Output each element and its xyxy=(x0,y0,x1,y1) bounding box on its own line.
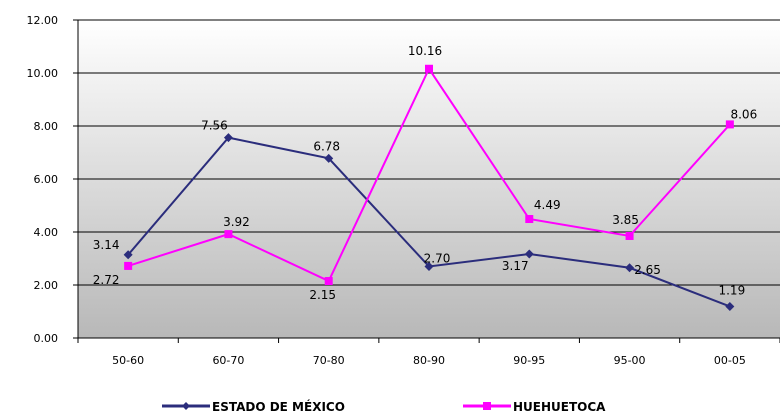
data-label: 1.19 xyxy=(718,283,745,297)
legend-marker xyxy=(483,402,491,410)
data-point xyxy=(524,249,534,259)
data-point xyxy=(123,250,133,260)
data-point xyxy=(725,301,735,311)
data-label: 7.56 xyxy=(201,119,228,133)
x-tick-label: 60-70 xyxy=(212,354,244,367)
legend-marker xyxy=(182,402,190,410)
y-tick-label: 8.00 xyxy=(34,120,59,133)
data-point xyxy=(223,133,233,143)
data-point xyxy=(625,231,634,240)
y-axis: 0.00 2.00 4.00 6.00 8.00 10.00 12.00 xyxy=(27,14,79,345)
data-point xyxy=(625,263,635,273)
data-label: 2.65 xyxy=(634,263,661,277)
legend-label: ESTADO DE MÉXICO xyxy=(212,399,345,414)
legend-label: HUEHUETOCA xyxy=(513,400,606,414)
data-label: 3.14 xyxy=(93,238,120,252)
data-point xyxy=(725,120,734,129)
data-point xyxy=(324,277,333,286)
data-point xyxy=(224,230,233,239)
gridlines xyxy=(78,19,780,339)
data-label: 3.92 xyxy=(223,215,250,229)
legend: ESTADO DE MÉXICO HUEHUETOCA xyxy=(162,399,606,414)
data-label: 6.78 xyxy=(313,139,340,153)
x-tick-label: 80-90 xyxy=(413,354,445,367)
y-tick-label: 6.00 xyxy=(34,173,59,186)
data-label: 2.70 xyxy=(424,251,451,265)
y-tick-label: 2.00 xyxy=(34,279,59,292)
series-layer: 3.14 7.56 6.78 2.70 3.17 2.65 1.19 2.72 3.92 2.15… xyxy=(93,44,757,311)
y-tick-label: 0.00 xyxy=(34,332,59,345)
data-point xyxy=(124,261,133,270)
data-label: 4.49 xyxy=(534,198,561,212)
data-point xyxy=(525,215,534,224)
data-label: 2.72 xyxy=(93,273,120,287)
y-tick-label: 12.00 xyxy=(27,14,59,27)
data-point xyxy=(425,64,433,73)
x-tick-label: 90-95 xyxy=(513,354,545,367)
y-tick-label: 10.00 xyxy=(27,67,59,80)
x-tick-label: 95-00 xyxy=(614,354,646,367)
x-tick-label: 00-05 xyxy=(714,354,746,367)
data-label: 3.85 xyxy=(612,213,639,227)
data-point xyxy=(324,153,334,163)
x-axis: 50-60 60-70 70-80 80-90 90-95 95-00 00-05 xyxy=(77,338,780,367)
x-tick-label: 70-80 xyxy=(313,354,345,367)
data-label: 8.06 xyxy=(730,107,757,121)
data-point xyxy=(424,261,434,271)
data-label: 10.16 xyxy=(408,44,442,58)
data-label: 3.17 xyxy=(502,259,529,273)
y-tick-label: 4.00 xyxy=(34,226,59,239)
x-tick-label: 50-60 xyxy=(112,354,144,367)
data-label: 2.15 xyxy=(309,288,336,302)
